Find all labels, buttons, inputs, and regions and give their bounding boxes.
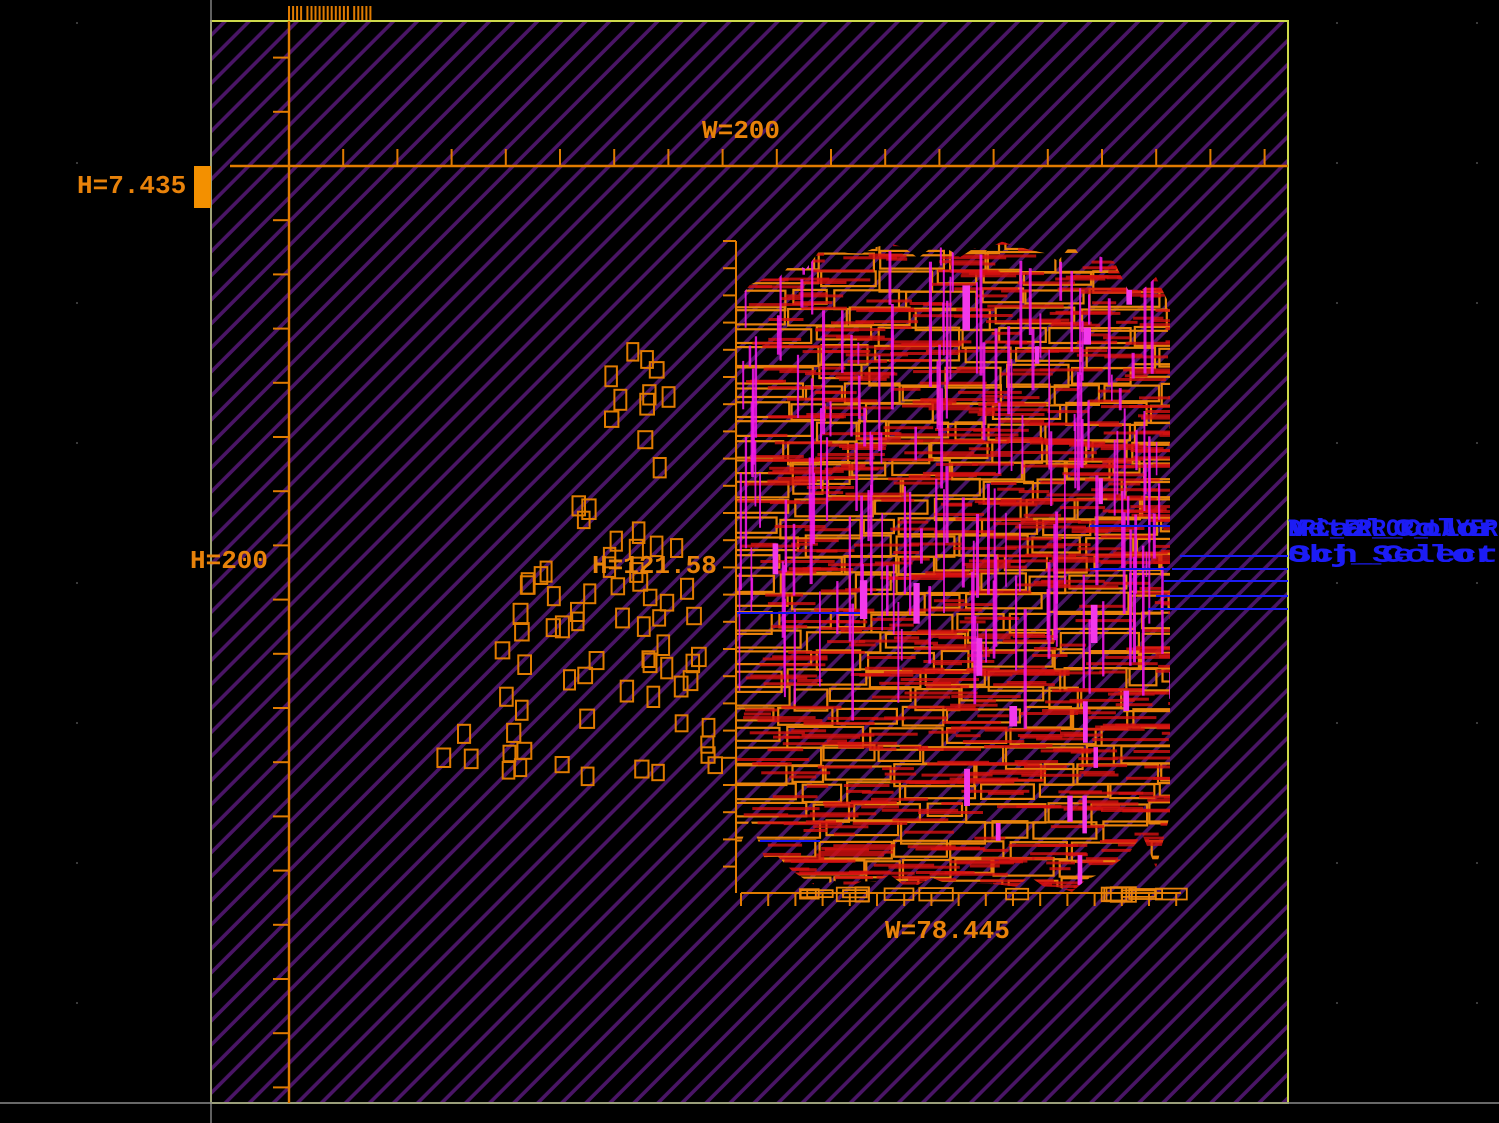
svg-text:Obj_Select: Obj_Select [1288, 541, 1498, 570]
svg-text:W=200: W=200 [702, 116, 780, 146]
svg-text:W=78.445: W=78.445 [885, 916, 1010, 946]
svg-text:H=7.435: H=7.435 [77, 171, 186, 201]
svg-text:Metal_Color: Metal_Color [1288, 515, 1498, 544]
svg-text:H=200: H=200 [190, 546, 268, 576]
svg-text:H=121.58: H=121.58 [592, 551, 717, 581]
